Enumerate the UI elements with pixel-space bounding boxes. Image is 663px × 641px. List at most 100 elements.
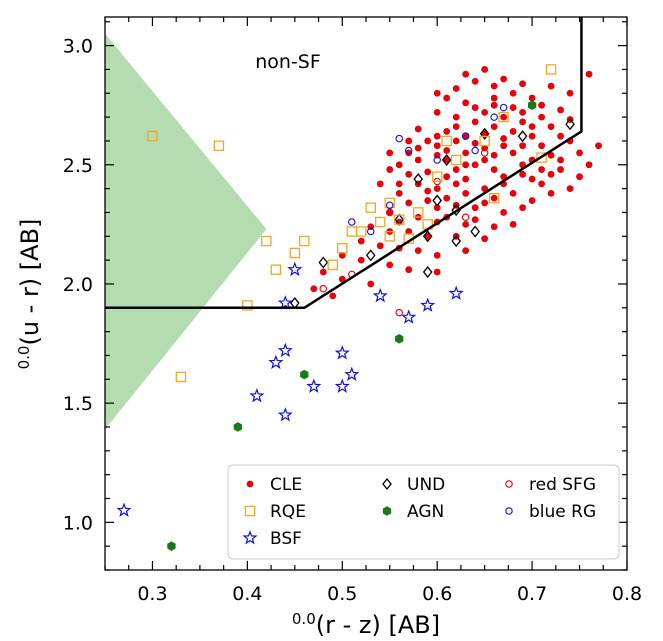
data-point-cle bbox=[443, 147, 451, 154]
data-point-cle bbox=[414, 144, 422, 152]
data-point-cle bbox=[528, 175, 536, 183]
data-point-cle bbox=[462, 132, 470, 140]
data-point-blue-rg bbox=[366, 227, 375, 236]
y-tick-label: 3.0 bbox=[63, 36, 93, 58]
data-point-cle bbox=[585, 161, 593, 169]
legend-item-agn: AGN bbox=[382, 502, 444, 522]
data-point-agn bbox=[233, 422, 243, 432]
data-point-bsf bbox=[334, 345, 350, 360]
data-point-und bbox=[422, 266, 433, 279]
data-point-cle bbox=[310, 285, 318, 293]
y-tick-label: 1.5 bbox=[63, 393, 93, 415]
data-point-rqe bbox=[337, 242, 348, 254]
data-point-rqe bbox=[356, 226, 367, 237]
data-point-cle bbox=[547, 170, 555, 178]
data-point-cle bbox=[433, 132, 441, 140]
data-point-cle bbox=[547, 123, 555, 131]
data-point-bsf bbox=[268, 354, 284, 370]
data-point-cle bbox=[462, 70, 470, 78]
data-point-blue-rg bbox=[471, 146, 479, 155]
data-point-und bbox=[451, 235, 461, 248]
data-point-blue-rg bbox=[385, 201, 394, 210]
data-point-cle bbox=[519, 204, 526, 212]
data-point-cle bbox=[576, 173, 583, 181]
data-point-cle bbox=[500, 142, 508, 150]
data-point-cle bbox=[557, 106, 564, 114]
data-point-bsf bbox=[448, 285, 464, 300]
legend-item-blue-rg: blue RG bbox=[505, 502, 596, 522]
data-point-cle bbox=[528, 132, 536, 140]
data-point-cle bbox=[433, 142, 441, 150]
data-point-cle bbox=[395, 180, 403, 188]
data-point-rqe bbox=[365, 202, 376, 213]
data-point-cle bbox=[566, 89, 574, 97]
y-axis-tick-labels: 1.0 1.5 2.0 2.5 3.0 bbox=[63, 36, 93, 535]
data-point-blue-rg bbox=[461, 132, 470, 140]
data-point-cle bbox=[471, 216, 479, 224]
data-point-cle bbox=[576, 149, 583, 157]
data-point-bsf bbox=[277, 295, 293, 310]
data-point-cle bbox=[519, 142, 526, 150]
data-point-cle bbox=[481, 156, 489, 164]
data-point-cle bbox=[538, 142, 545, 150]
data-point-cle bbox=[557, 132, 564, 140]
data-point-cle bbox=[538, 113, 545, 121]
data-point-rqe bbox=[431, 171, 443, 182]
data-point-cle bbox=[443, 156, 451, 164]
data-point-cle bbox=[519, 170, 526, 178]
y-axis-label-main: (u - r) [AB] bbox=[16, 219, 44, 346]
data-point-cle bbox=[386, 149, 394, 157]
legend-label: CLE bbox=[270, 475, 302, 495]
data-point-und bbox=[365, 249, 376, 262]
data-point-cle bbox=[547, 151, 555, 159]
data-point-rqe bbox=[536, 152, 547, 163]
data-point-cle bbox=[424, 197, 432, 204]
data-point-cle bbox=[538, 166, 545, 173]
data-point-cle bbox=[471, 118, 479, 126]
data-point-cle bbox=[433, 268, 441, 276]
y-axis-label-sup: 0.0 bbox=[15, 346, 33, 370]
data-point-bsf bbox=[420, 297, 436, 312]
data-point-cle bbox=[481, 130, 489, 138]
legend-label: RQE bbox=[270, 502, 306, 522]
y-tick-label: 2.0 bbox=[63, 274, 93, 296]
data-point-und bbox=[318, 256, 329, 269]
data-point-cle bbox=[500, 113, 508, 121]
data-point-rqe bbox=[261, 235, 272, 247]
x-tick-label: 0.7 bbox=[517, 583, 547, 605]
data-point-und bbox=[289, 296, 300, 310]
data-point-cle bbox=[490, 194, 498, 202]
data-point-cle bbox=[500, 135, 508, 142]
legend-item-red-sfg: red SFG bbox=[505, 475, 596, 495]
data-point-cle bbox=[338, 275, 346, 283]
data-point-und bbox=[413, 173, 424, 186]
data-point-cle bbox=[509, 149, 517, 157]
data-point-cle bbox=[452, 137, 460, 145]
data-point-cle bbox=[443, 194, 451, 202]
data-point-cle bbox=[462, 175, 470, 183]
data-point-cle bbox=[424, 137, 432, 145]
data-point-cle bbox=[319, 268, 327, 276]
data-point-rqe bbox=[327, 259, 339, 271]
y-axis-label: 0.0(u - r) [AB] bbox=[15, 219, 44, 370]
data-point-cle bbox=[452, 113, 460, 121]
legend-label: BSF bbox=[270, 529, 302, 549]
x-tick-label: 0.4 bbox=[232, 583, 262, 605]
data-point-cle bbox=[386, 209, 394, 216]
legend-label: AGN bbox=[407, 502, 444, 522]
data-point-cle bbox=[509, 104, 517, 111]
data-point-cle bbox=[528, 123, 536, 131]
data-point-rqe bbox=[393, 214, 405, 225]
data-point-cle bbox=[338, 251, 346, 259]
data-point-cle bbox=[547, 82, 555, 90]
data-point-blue-rg bbox=[348, 218, 356, 226]
data-point-cle bbox=[452, 123, 460, 131]
data-point-rqe bbox=[384, 231, 395, 242]
data-point-cle bbox=[490, 94, 498, 102]
y-tick-label: 2.5 bbox=[63, 155, 93, 177]
data-point-cle bbox=[500, 75, 508, 83]
data-point-cle bbox=[462, 161, 470, 169]
data-point-bsf bbox=[306, 378, 322, 393]
data-point-rqe bbox=[213, 140, 225, 151]
